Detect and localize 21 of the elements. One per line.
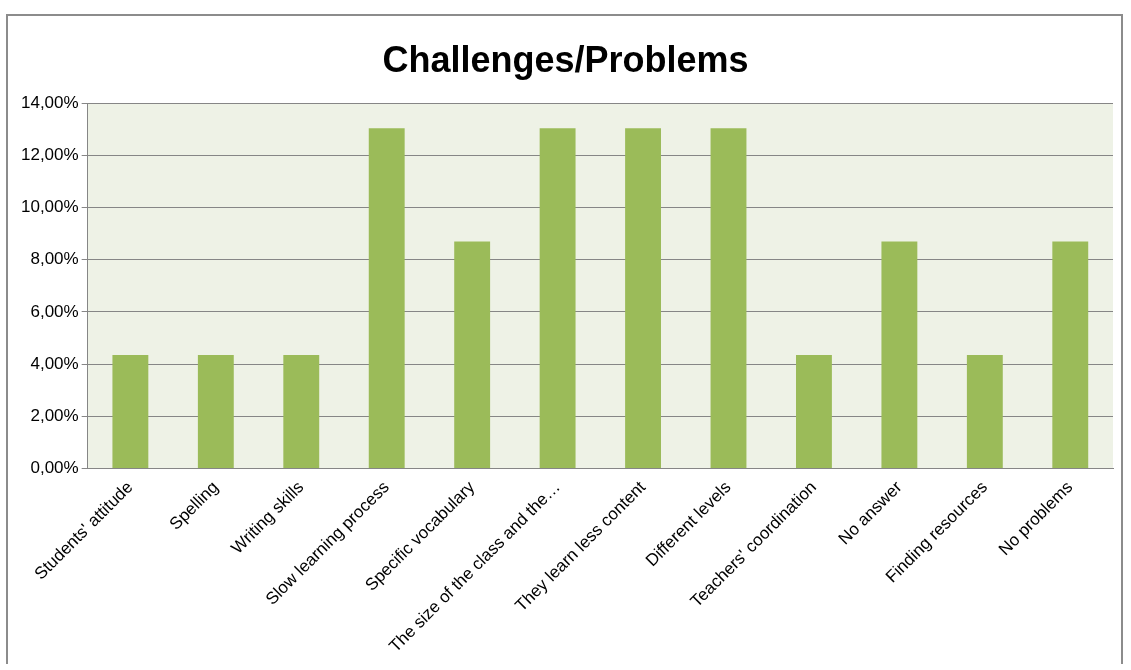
bar — [881, 241, 918, 469]
y-tick-label: 12,00% — [20, 145, 79, 165]
bar — [625, 128, 661, 469]
y-tick-label: 14,00% — [20, 92, 79, 112]
y-tick-label: 2,00% — [30, 406, 79, 426]
bar — [197, 355, 234, 469]
bar — [966, 355, 1003, 469]
y-tick-label: 10,00% — [20, 197, 79, 217]
bar — [539, 128, 576, 469]
y-tick-label: 8,00% — [30, 249, 79, 269]
bar — [368, 128, 405, 469]
bar — [710, 128, 747, 469]
bar — [112, 355, 149, 469]
y-tick-label: 6,00% — [30, 301, 79, 321]
chart-title: Challenges/Problems — [382, 38, 749, 80]
bar — [796, 355, 832, 469]
y-tick-label: 4,00% — [30, 353, 79, 373]
bar — [283, 355, 320, 469]
bar — [1052, 241, 1089, 469]
bar — [454, 241, 491, 469]
y-tick-label: 0,00% — [30, 458, 79, 478]
